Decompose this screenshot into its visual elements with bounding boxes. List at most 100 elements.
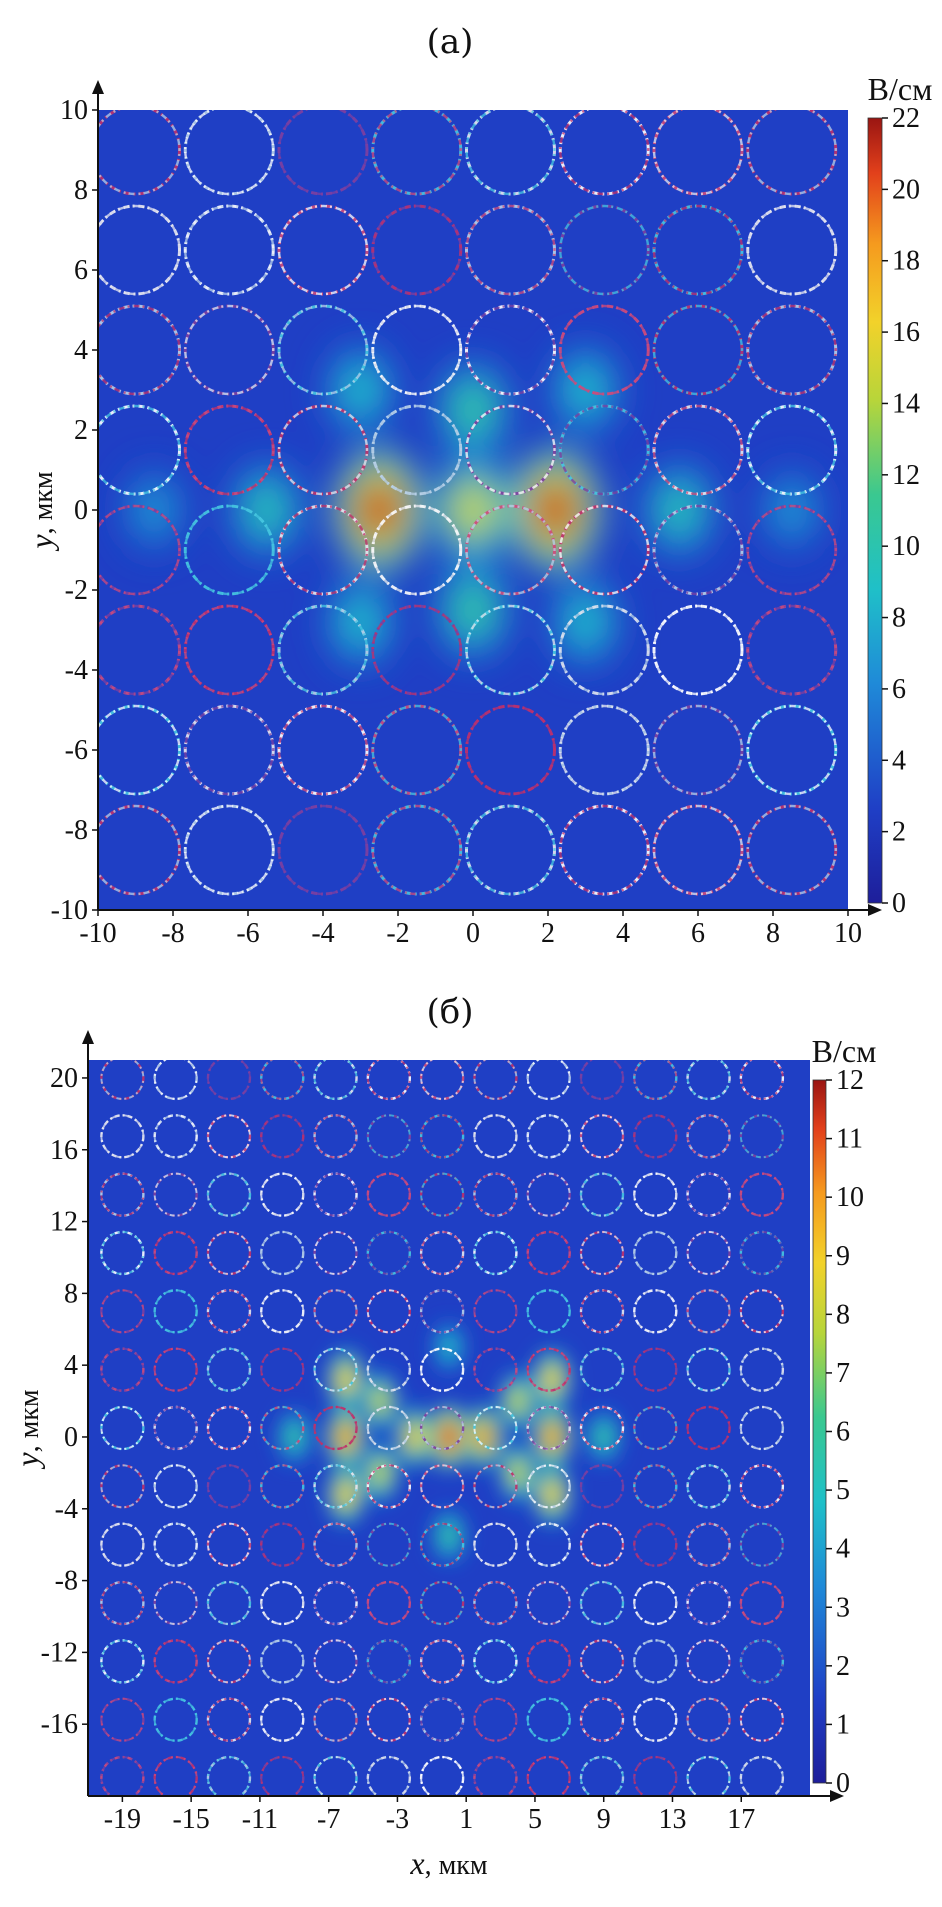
lattice-ring-b-330	[579, 1755, 625, 1796]
x-tick-label-b-9: 17	[727, 1804, 755, 1835]
colorbar-tick-label-b-12: 12	[836, 1065, 864, 1096]
lattice-ring-a-23	[371, 204, 462, 296]
lattice-ring-b-208	[100, 1522, 145, 1567]
lattice-ring-b-92	[473, 1230, 518, 1276]
lattice-ring-b-314	[153, 1755, 198, 1796]
y-axis-label-unit: , мкм	[14, 1389, 45, 1452]
lattice-ring-b-190	[313, 1464, 358, 1509]
lattice-ring-b-172	[526, 1405, 571, 1451]
y-tick-label-b-1: 16	[50, 1135, 78, 1166]
lattice-ring-b-78	[100, 1230, 145, 1276]
lattice-ring-a-1	[98, 110, 181, 196]
hotspot-a-7-level-2	[343, 367, 378, 413]
lattice-ring-b-44	[579, 1114, 625, 1159]
colorbar-tick-label-a-4: 8	[892, 603, 906, 634]
lattice-ring-a-45	[652, 304, 744, 396]
hotspot-a-6-level-2	[662, 486, 697, 534]
lattice-ring-b-90	[419, 1230, 465, 1276]
lattice-ring-b-322	[366, 1755, 412, 1796]
lattice-ring-b-210	[153, 1522, 198, 1567]
lattice-ring-b-182	[100, 1464, 145, 1509]
y-tick-label-b-8: -12	[41, 1637, 78, 1668]
colorbar-tick-label-a-3: 6	[892, 674, 906, 705]
lattice-ring-b-64	[419, 1172, 465, 1217]
lattice-ring-b-200	[579, 1464, 625, 1509]
lattice-ring-b-276	[526, 1639, 571, 1684]
y-tick-label-a-3: 4	[74, 335, 88, 366]
hotspot-b-13-level-2	[286, 1424, 303, 1450]
lattice-ring-a-83	[184, 604, 275, 696]
lattice-ring-a-73	[465, 504, 556, 596]
hotspot-b-8-level-2	[509, 1387, 527, 1415]
lattice-ring-a-29	[652, 204, 744, 296]
lattice-ring-b-242	[313, 1580, 358, 1626]
lattice-ring-b-198	[526, 1464, 571, 1509]
lattice-ring-b-274	[473, 1639, 518, 1684]
lattice-ring-b-152	[686, 1347, 731, 1392]
lattice-ring-b-60	[313, 1172, 358, 1217]
hotspot-a-10-level-2	[568, 599, 603, 645]
lattice-ring-a-17	[98, 204, 181, 296]
y-tick-label-a-2: 6	[74, 255, 88, 286]
lattice-ring-a-81	[98, 604, 181, 696]
lattice-ring-a-57	[465, 404, 556, 496]
lattice-ring-b-328	[526, 1755, 571, 1796]
lattice-ring-a-71	[371, 504, 462, 596]
hotspot-b-10-level-2	[543, 1365, 562, 1394]
lattice-ring-b-24	[739, 1060, 785, 1101]
lattice-ring-b-120	[526, 1289, 571, 1334]
lattice-ring-b-138	[313, 1347, 358, 1392]
x-tick-label-a-0: -10	[79, 918, 116, 949]
lattice-ring-b-28	[153, 1114, 198, 1159]
lattice-ring-b-30	[206, 1114, 252, 1159]
lattice-ring-b-96	[579, 1230, 625, 1276]
y-axis-label-variable: y	[23, 534, 59, 552]
lattice-ring-b-212	[206, 1522, 252, 1567]
lattice-ring-b-148	[579, 1347, 625, 1392]
lattice-ring-b-40	[473, 1114, 518, 1159]
lattice-ring-b-80	[153, 1230, 198, 1276]
lattice-ring-b-116	[419, 1289, 465, 1334]
lattice-ring-a-127	[746, 804, 837, 896]
lattice-ring-b-130	[100, 1347, 145, 1392]
lattice-ring-b-70	[579, 1172, 625, 1217]
lattice-ring-a-25	[465, 204, 556, 296]
lattice-ring-b-336	[739, 1755, 785, 1796]
hotspot-a-0-level-2	[357, 480, 401, 540]
lattice-ring-b-58	[260, 1172, 305, 1217]
lattice-ring-b-218	[366, 1522, 412, 1567]
lattice-ring-b-236	[153, 1580, 198, 1626]
lattice-ring-b-280	[633, 1639, 678, 1684]
lattice-ring-b-230	[686, 1522, 731, 1567]
hotspot-a-3-level-2	[455, 386, 491, 434]
lattice-ring-a-51	[184, 404, 275, 496]
lattice-ring-b-14	[473, 1060, 518, 1101]
lattice-ring-a-35	[184, 304, 275, 396]
lattice-ring-b-178	[686, 1405, 731, 1451]
x-tick-label-a-4: -2	[386, 918, 409, 949]
colorbar-tick-label-b-10: 10	[836, 1182, 864, 1213]
lattice-ring-a-19	[184, 204, 275, 296]
lattice-ring-a-65	[98, 504, 181, 596]
lattice-ring-b-32	[260, 1114, 305, 1159]
lattice-ring-a-43	[559, 304, 650, 396]
lattice-ring-a-85	[277, 604, 369, 696]
lattice-ring-b-284	[739, 1639, 785, 1684]
lattice-ring-b-46	[633, 1114, 678, 1159]
lattice-ring-a-93	[652, 604, 744, 696]
colorbar-tick-label-a-11: 22	[892, 103, 920, 134]
hotspot-a-9-level-2	[343, 599, 378, 645]
hotspot-b-7-level-2	[474, 1422, 493, 1452]
lattice-ring-a-115	[184, 804, 275, 896]
lattice-ring-a-125	[652, 804, 744, 896]
lattice-ring-a-103	[371, 704, 462, 796]
lattice-ring-a-101	[277, 704, 369, 796]
hotspot-b-0-level-2	[336, 1365, 355, 1394]
colorbar-tick-label-b-8: 8	[836, 1299, 850, 1330]
lattice-ring-b-258	[739, 1580, 785, 1626]
lattice-ring-a-123	[559, 804, 650, 896]
lattice-ring-a-107	[559, 704, 650, 796]
y-tick-label-b-6: -4	[55, 1494, 78, 1525]
lattice-ring-b-186	[206, 1464, 252, 1509]
lattice-ring-b-272	[419, 1639, 465, 1684]
